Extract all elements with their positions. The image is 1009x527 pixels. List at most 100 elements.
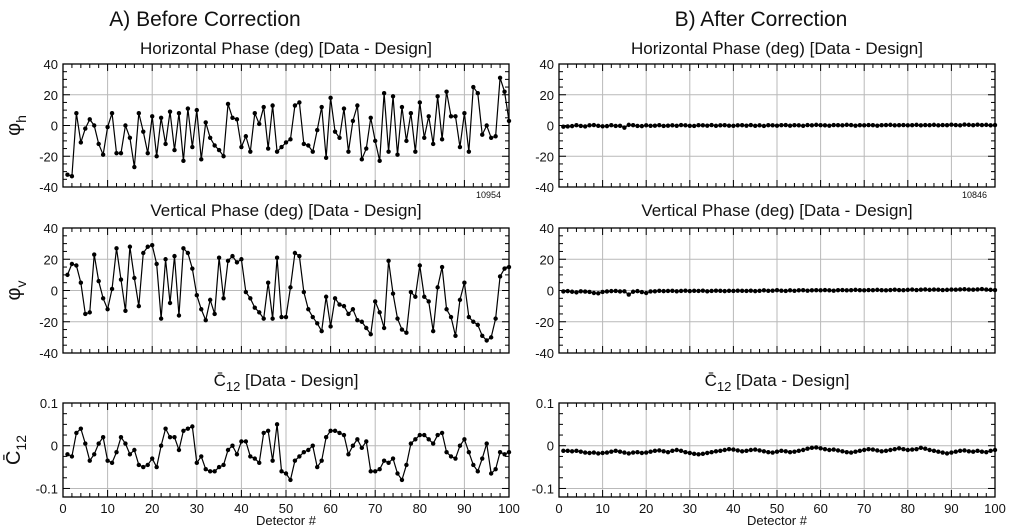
- data-point: [744, 288, 749, 294]
- data-point: [739, 449, 745, 454]
- data-point: [630, 450, 636, 455]
- data-point: [484, 441, 489, 446]
- y-tick-label: 20: [540, 252, 554, 267]
- data-point: [390, 456, 396, 461]
- data-point: [92, 123, 97, 128]
- data-point: [739, 122, 745, 128]
- data-point: [665, 288, 671, 294]
- data-point: [234, 452, 240, 457]
- data-point: [216, 464, 222, 470]
- data-point: [167, 109, 173, 114]
- data-point: [613, 288, 618, 294]
- panel-a-title: A) Before Correction: [109, 8, 300, 31]
- data-point: [395, 152, 400, 157]
- data-point: [190, 266, 195, 271]
- data-point: [426, 299, 431, 304]
- data-point: [918, 123, 924, 128]
- data-point: [248, 454, 253, 459]
- data-point: [346, 311, 351, 317]
- data-point: [141, 129, 146, 134]
- data-point: [944, 122, 950, 128]
- data-point: [883, 448, 889, 454]
- data-point: [426, 114, 431, 119]
- data-point: [796, 123, 801, 128]
- data-point: [230, 115, 235, 121]
- data-point: [700, 451, 706, 457]
- data-point: [853, 123, 858, 128]
- data-point: [870, 122, 876, 128]
- data-point: [949, 287, 954, 292]
- data-point: [328, 95, 333, 101]
- data-point: [417, 432, 422, 438]
- data-point: [69, 261, 75, 267]
- data-point: [422, 432, 427, 438]
- data-point: [364, 439, 369, 444]
- data-point: [373, 299, 378, 304]
- y-tick-label: 20: [44, 88, 58, 103]
- data-point: [835, 448, 841, 453]
- data-point: [453, 456, 458, 461]
- data-point: [141, 464, 146, 470]
- data-point: [65, 452, 70, 457]
- data-point: [203, 467, 208, 472]
- data-point: [488, 335, 494, 340]
- data-point: [332, 129, 338, 134]
- data-point: [78, 426, 84, 431]
- data-point: [292, 250, 298, 256]
- data-point: [931, 122, 937, 128]
- data-point: [306, 143, 311, 148]
- data-point: [818, 122, 823, 128]
- data-point: [381, 91, 387, 96]
- data-point: [181, 428, 186, 433]
- data-point: [399, 327, 405, 332]
- data-point: [888, 447, 893, 453]
- chart-title-sub: 12: [717, 379, 731, 394]
- data-point: [705, 289, 710, 294]
- y-tick-label: -20: [535, 315, 554, 330]
- x-tick-label: 40: [726, 501, 740, 516]
- data-point: [216, 147, 222, 153]
- data-point: [435, 285, 440, 290]
- data-point: [395, 316, 400, 321]
- data-point: [457, 443, 463, 448]
- y-tick-label: -0.1: [532, 481, 554, 496]
- data-point: [96, 278, 101, 284]
- data-point: [123, 308, 128, 314]
- data-point: [323, 294, 329, 299]
- data-point: [257, 121, 262, 127]
- data-point: [639, 123, 645, 129]
- data-point: [835, 287, 841, 293]
- plot-frame: [62, 402, 510, 498]
- data-point: [274, 255, 280, 260]
- data-point: [639, 450, 645, 456]
- data-point: [297, 454, 302, 459]
- data-point: [866, 122, 871, 128]
- data-point: [770, 450, 775, 455]
- data-point: [118, 150, 124, 156]
- data-point: [497, 274, 503, 279]
- data-point: [118, 277, 124, 282]
- data-point: [185, 426, 191, 431]
- data-point: [635, 123, 640, 129]
- data-point: [687, 123, 692, 129]
- data-point: [940, 287, 945, 293]
- data-point: [132, 164, 137, 170]
- data-point: [234, 260, 240, 265]
- data-point: [270, 316, 275, 321]
- data-point: [709, 122, 714, 128]
- data-point: [857, 287, 863, 293]
- data-point: [292, 103, 298, 108]
- data-point: [709, 449, 714, 455]
- data-point: [875, 123, 880, 128]
- data-point: [141, 250, 146, 256]
- data-point: [596, 451, 601, 456]
- data-point: [735, 288, 740, 293]
- data-point: [875, 448, 880, 453]
- data-point: [118, 434, 124, 440]
- y-tick-label: -40: [535, 180, 554, 195]
- y-axis-label-sub: v: [13, 281, 29, 288]
- data-point: [787, 288, 793, 293]
- data-point: [600, 289, 605, 295]
- data-point: [957, 287, 963, 292]
- data-point: [150, 456, 155, 461]
